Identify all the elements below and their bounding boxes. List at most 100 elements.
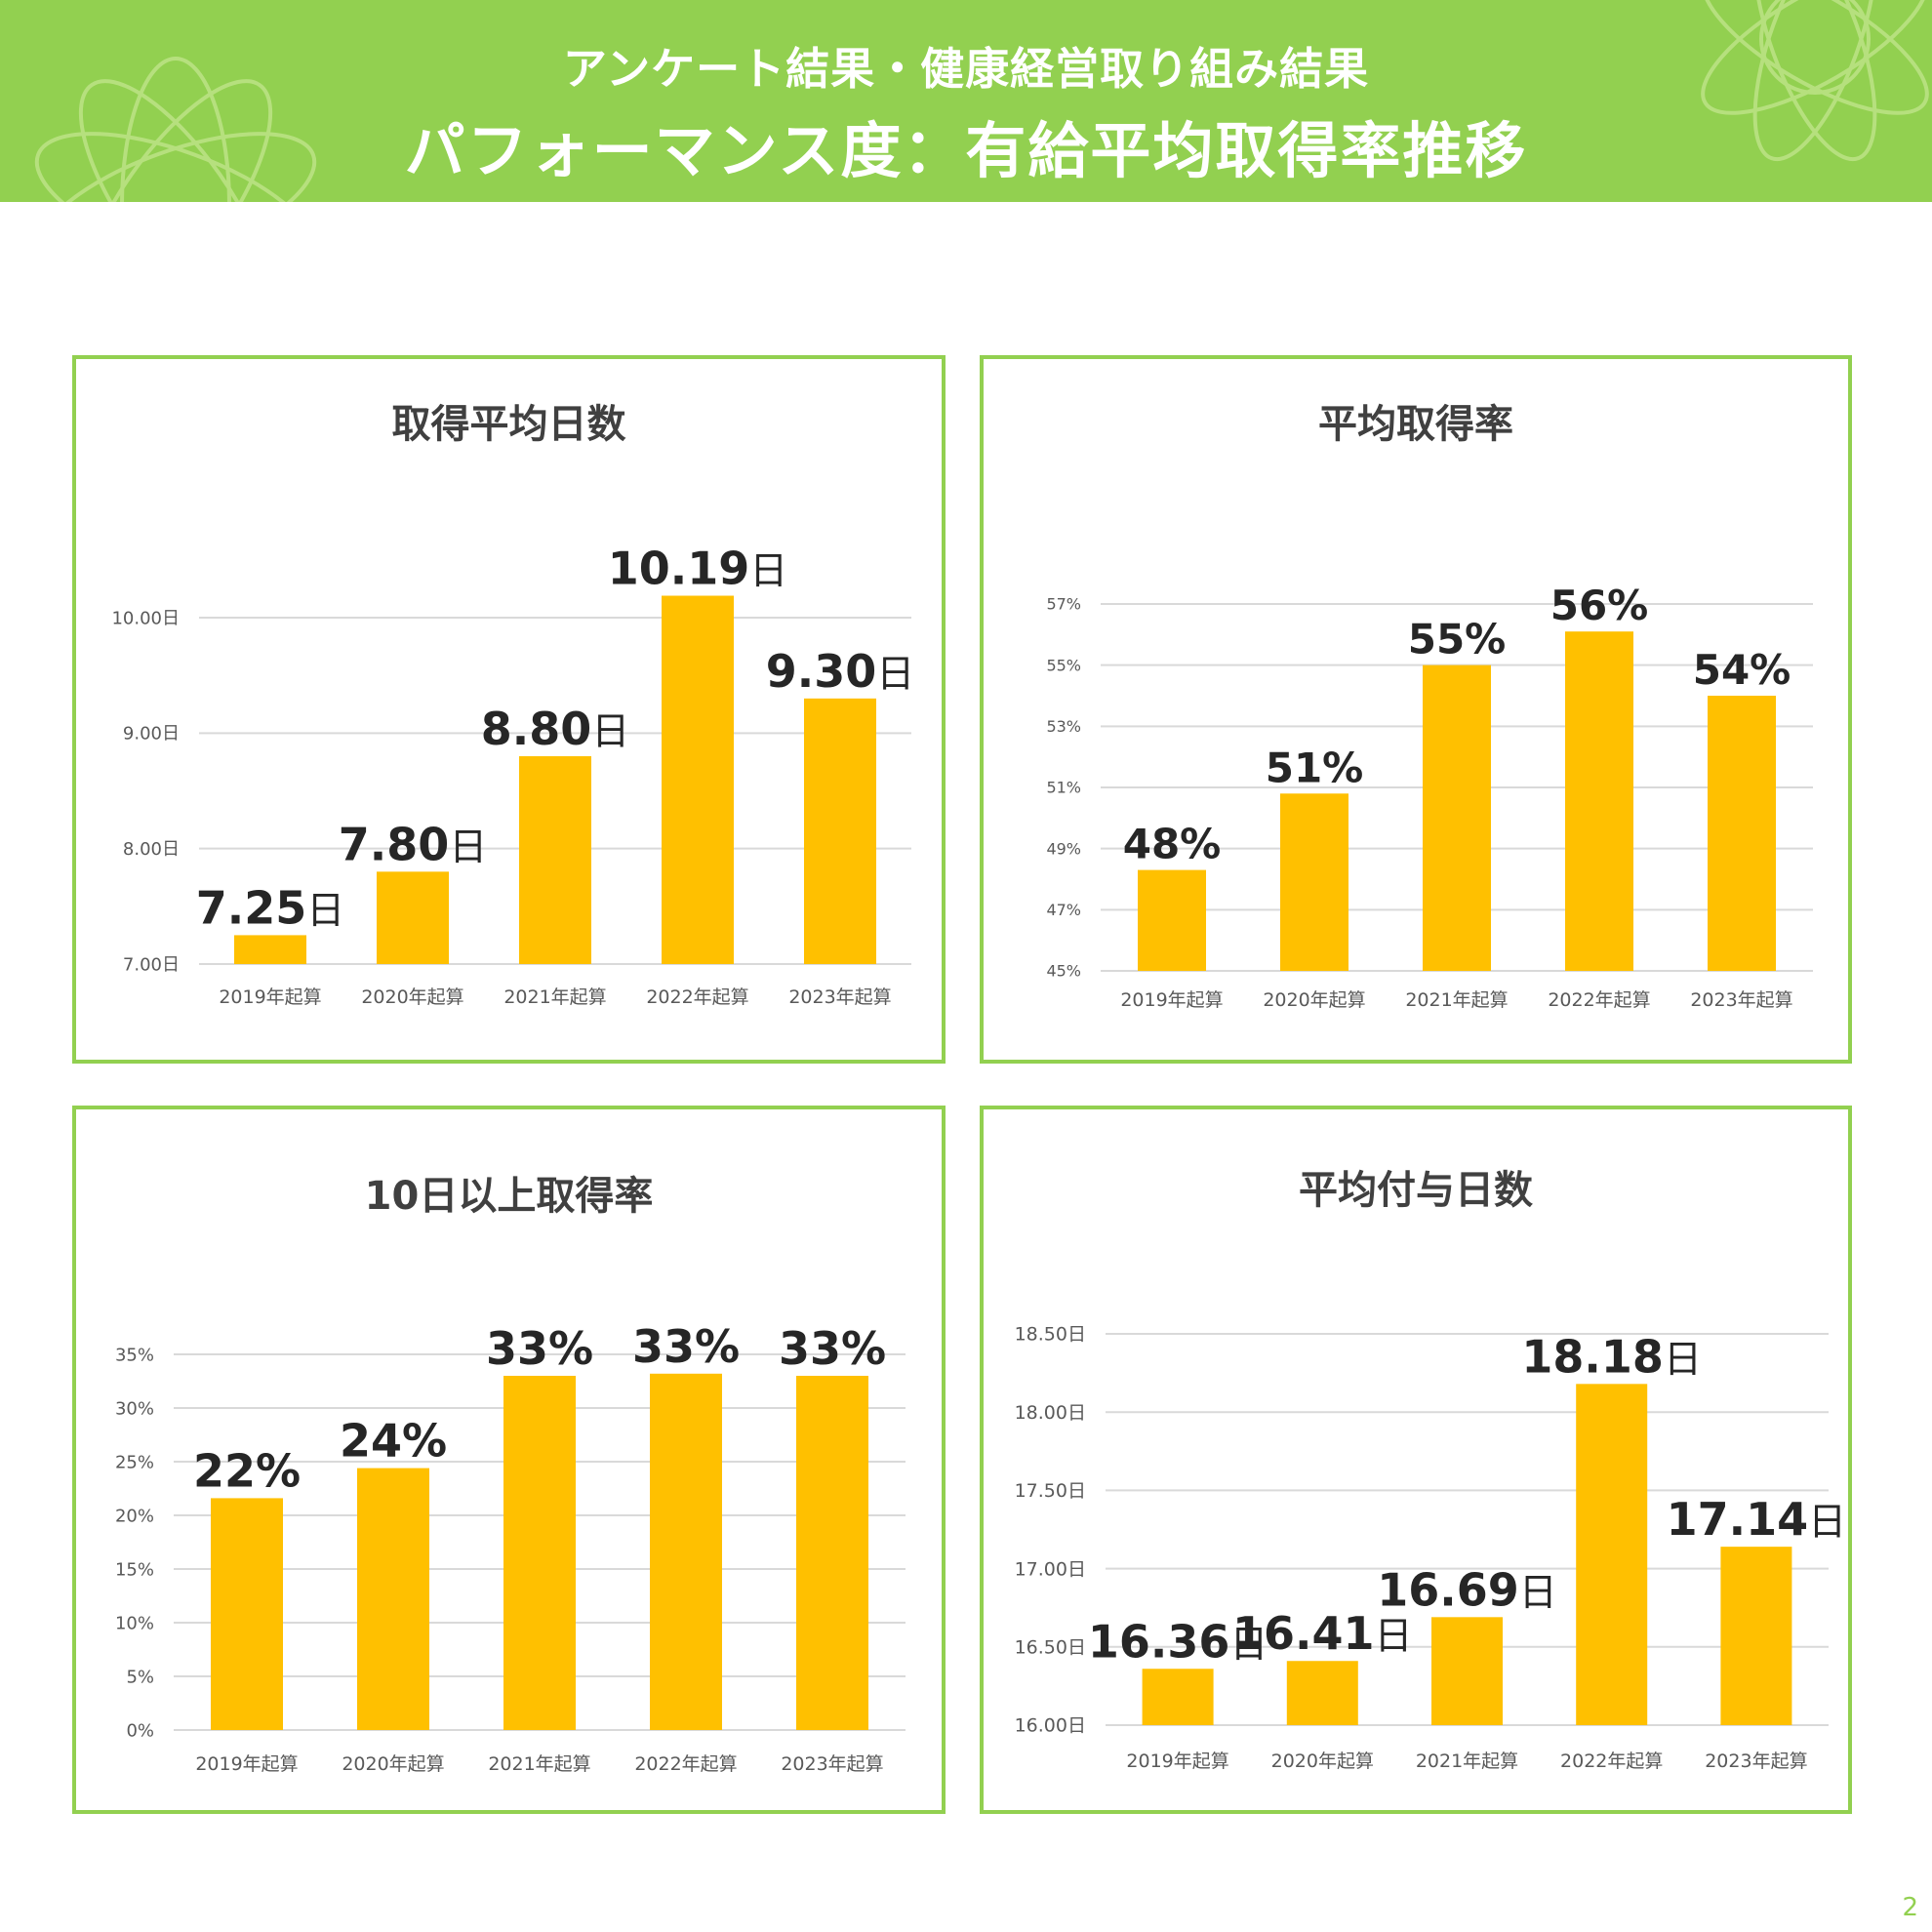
y-tick-label: 16.00日 bbox=[1015, 1715, 1086, 1737]
chart-panel-10day-rate: 10日以上取得率 0% 5% 10% 15% 20% 25% 30% 35% 22% 2019年起… bbox=[72, 1106, 946, 1814]
bar-chart-10day-rate: 0% 5% 10% 15% 20% 25% 30% 35% 22% 2019年起算 24% 2020年… bbox=[115, 1320, 906, 1775]
data-label: 51% bbox=[1266, 744, 1364, 791]
bar bbox=[796, 1376, 868, 1730]
bar bbox=[804, 698, 876, 964]
y-tick-label: 9.00日 bbox=[123, 724, 180, 745]
chart-title: 平均付与日数 bbox=[1299, 1168, 1533, 1213]
bar bbox=[1708, 696, 1776, 971]
y-tick-label: 15% bbox=[115, 1559, 154, 1580]
chart-panel-average-days: 取得平均日数 7.00日 8.00日 9.00日 10.00日 7.25日 2019年起算… bbox=[72, 355, 946, 1064]
x-tick-label: 2019年起算 bbox=[219, 986, 321, 1008]
bar bbox=[1286, 1661, 1358, 1725]
data-label: 55% bbox=[1408, 616, 1507, 664]
data-label: 24% bbox=[340, 1415, 447, 1468]
x-tick-label: 2023年起算 bbox=[788, 986, 891, 1008]
bar bbox=[650, 1373, 722, 1730]
y-tick-label: 8.00日 bbox=[123, 839, 180, 860]
page-title: パフォーマンス度：有給平均取得率推移 bbox=[404, 115, 1528, 186]
bar bbox=[503, 1376, 576, 1730]
bar-chart-average-rate: 45% 47% 49% 51% 53% 55% 57% 48% 2019年起算 51% 2020年起… bbox=[1046, 582, 1813, 1011]
chart-title: 10日以上取得率 bbox=[364, 1174, 654, 1219]
y-tick-label: 17.50日 bbox=[1015, 1480, 1086, 1502]
x-tick-label: 2022年起算 bbox=[1560, 1751, 1663, 1772]
bar bbox=[1142, 1669, 1214, 1725]
data-label: 7.80日 bbox=[339, 818, 488, 870]
bar bbox=[211, 1498, 283, 1730]
x-tick-label: 2022年起算 bbox=[634, 1753, 737, 1775]
y-tick-label: 18.50日 bbox=[1015, 1324, 1086, 1346]
bar-chart-average-days: 7.00日 8.00日 9.00日 10.00日 7.25日 2019年起算 7.80日 20… bbox=[111, 543, 915, 1008]
chart-title: 取得平均日数 bbox=[391, 402, 626, 447]
bar bbox=[1280, 793, 1348, 971]
header-banner: アンケート結果・健康経営取り組み結果 パフォーマンス度：有給平均取得率推移 bbox=[0, 0, 1932, 202]
header-subtitle: アンケート結果・健康経営取り組み結果 bbox=[562, 43, 1370, 95]
y-tick-label: 7.00日 bbox=[123, 954, 180, 975]
y-tick-label: 5% bbox=[126, 1667, 154, 1687]
data-label: 22% bbox=[193, 1444, 301, 1497]
bar bbox=[1576, 1384, 1648, 1725]
data-label: 16.69日 bbox=[1377, 1563, 1557, 1616]
y-tick-label: 16.50日 bbox=[1015, 1636, 1086, 1658]
bar bbox=[234, 935, 306, 964]
y-tick-label: 53% bbox=[1046, 717, 1081, 736]
x-tick-label: 2019年起算 bbox=[1126, 1751, 1228, 1772]
x-tick-label: 2019年起算 bbox=[195, 1753, 298, 1775]
bar bbox=[1423, 664, 1491, 971]
x-tick-label: 2020年起算 bbox=[1271, 1751, 1374, 1772]
y-tick-label: 45% bbox=[1046, 962, 1081, 981]
y-tick-label: 10.00日 bbox=[111, 608, 180, 628]
y-tick-label: 17.00日 bbox=[1015, 1558, 1086, 1580]
data-label: 16.36日 bbox=[1088, 1615, 1268, 1668]
sunflower-decoration-icon bbox=[34, 0, 1929, 202]
x-tick-label: 2022年起算 bbox=[646, 986, 748, 1008]
x-tick-label: 2020年起算 bbox=[342, 1753, 444, 1775]
bar-chart-granted-days: 16.00日 16.50日 17.00日 17.50日 18.00日 18.50日 16.3… bbox=[1015, 1324, 1847, 1772]
x-tick-label: 2023年起算 bbox=[781, 1753, 883, 1775]
bar bbox=[1720, 1547, 1792, 1725]
y-tick-label: 20% bbox=[115, 1506, 154, 1526]
page-number: 2 bbox=[1902, 1893, 1918, 1922]
data-label: 7.25日 bbox=[196, 881, 345, 934]
y-tick-label: 49% bbox=[1046, 839, 1081, 858]
y-tick-label: 57% bbox=[1046, 595, 1081, 614]
data-label: 33% bbox=[486, 1322, 593, 1375]
bar bbox=[1431, 1617, 1503, 1725]
data-label: 16.41日 bbox=[1232, 1607, 1413, 1660]
x-tick-label: 2021年起算 bbox=[1405, 989, 1508, 1011]
bar bbox=[1138, 869, 1206, 971]
x-tick-label: 2020年起算 bbox=[361, 986, 463, 1008]
data-label: 18.18日 bbox=[1521, 1330, 1702, 1383]
bar bbox=[662, 595, 734, 964]
x-tick-label: 2021年起算 bbox=[488, 1753, 590, 1775]
data-label: 10.19日 bbox=[608, 543, 788, 595]
y-tick-label: 0% bbox=[126, 1720, 154, 1741]
data-label: 9.30日 bbox=[766, 645, 915, 698]
y-tick-label: 51% bbox=[1046, 779, 1081, 797]
chart-panel-granted-days: 平均付与日数 16.00日 16.50日 17.00日 17.50日 18.00日 18.… bbox=[980, 1106, 1852, 1814]
x-tick-label: 2023年起算 bbox=[1705, 1751, 1807, 1772]
y-tick-label: 35% bbox=[115, 1345, 154, 1365]
data-label: 54% bbox=[1693, 646, 1791, 694]
bar bbox=[357, 1468, 429, 1730]
x-tick-label: 2019年起算 bbox=[1120, 989, 1223, 1011]
x-tick-label: 2021年起算 bbox=[1416, 1751, 1518, 1772]
bar bbox=[377, 871, 449, 964]
data-label: 8.80日 bbox=[481, 703, 630, 755]
y-tick-label: 47% bbox=[1046, 901, 1081, 919]
data-label: 48% bbox=[1123, 821, 1222, 868]
x-tick-label: 2020年起算 bbox=[1263, 989, 1365, 1011]
data-label: 33% bbox=[632, 1320, 740, 1373]
chart-title: 平均取得率 bbox=[1318, 402, 1513, 447]
bar bbox=[1565, 631, 1633, 971]
y-tick-label: 25% bbox=[115, 1452, 154, 1472]
x-tick-label: 2021年起算 bbox=[503, 986, 606, 1008]
y-tick-label: 18.00日 bbox=[1015, 1402, 1086, 1424]
y-tick-label: 30% bbox=[115, 1398, 154, 1419]
x-tick-label: 2022年起算 bbox=[1548, 989, 1650, 1011]
y-tick-label: 55% bbox=[1046, 656, 1081, 674]
data-label: 56% bbox=[1550, 582, 1649, 629]
y-tick-label: 10% bbox=[115, 1613, 154, 1633]
x-tick-label: 2023年起算 bbox=[1690, 989, 1792, 1011]
bar bbox=[519, 756, 591, 964]
data-label: 33% bbox=[779, 1322, 886, 1375]
